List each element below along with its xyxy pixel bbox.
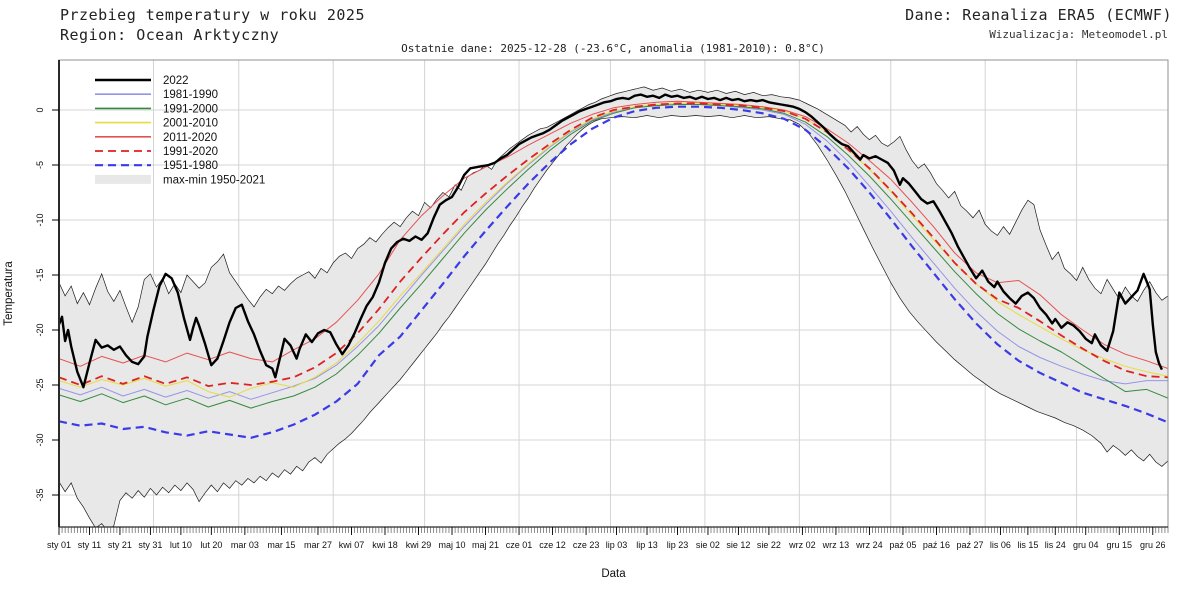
series-line-1991-2020 <box>59 102 1168 388</box>
x-tick-label: mar 27 <box>304 540 332 550</box>
x-tick-label: lut 10 <box>170 540 192 550</box>
x-tick-label: mar 03 <box>231 540 259 550</box>
x-tick-label: paź 27 <box>956 540 983 550</box>
x-tick-label: wrz 13 <box>822 540 850 550</box>
page-title: Przebieg temperatury w roku 2025 <box>60 6 365 24</box>
x-tick-label: lip 23 <box>667 540 689 550</box>
legend-label-1991-2000: 1991-2000 <box>163 103 218 115</box>
legend-label-1951-1980: 1951-1980 <box>163 160 218 172</box>
y-tick-label: -20 <box>35 323 45 336</box>
legend-label-2001-2010: 2001-2010 <box>163 118 218 130</box>
x-tick-label: gru 15 <box>1106 540 1132 550</box>
x-tick-label: sty 21 <box>108 540 132 550</box>
x-tick-label: paź 05 <box>889 540 916 550</box>
x-tick-label: sie 02 <box>696 540 720 550</box>
y-tick-label: 0 <box>35 107 45 112</box>
x-tick-label: sty 31 <box>138 540 162 550</box>
x-tick-label: kwi 07 <box>339 540 365 550</box>
x-tick-label: cze 01 <box>506 540 533 550</box>
minmax-band-bottom-edge <box>59 115 1168 527</box>
x-tick-label: wrz 24 <box>855 540 883 550</box>
x-tick-label: maj 21 <box>472 540 499 550</box>
legend-label-1991-2020: 1991-2020 <box>163 146 218 158</box>
y-tick-label: -25 <box>35 378 45 391</box>
x-tick-label: kwi 29 <box>406 540 432 550</box>
data-source-label: Dane: Reanaliza ERA5 (ECMWF) <box>905 6 1172 24</box>
region-subtitle: Region: Ocean Arktyczny <box>60 26 280 44</box>
x-axis-title: Data <box>601 568 626 580</box>
minmax-band-top-edge <box>59 86 1168 324</box>
x-tick-label: gru 26 <box>1140 540 1166 550</box>
x-tick-label: lip 03 <box>606 540 628 550</box>
legend-label-2022: 2022 <box>163 75 189 87</box>
legend-label-1981-1990: 1981-1990 <box>163 89 218 101</box>
series-line-1951-1980 <box>59 105 1168 439</box>
y-tick-label: -35 <box>35 488 45 501</box>
x-tick-label: lis 06 <box>990 540 1011 550</box>
x-tick-label: lis 15 <box>1017 540 1038 550</box>
x-tick-label: sty 01 <box>47 540 71 550</box>
series-line-2011-2020 <box>59 100 1168 369</box>
x-tick-label: sie 12 <box>726 540 750 550</box>
x-tick-label: sty 11 <box>78 540 101 550</box>
x-tick-label: wrz 02 <box>788 540 816 550</box>
series-line-1981-1990 <box>59 104 1168 400</box>
x-tick-label: cze 23 <box>573 540 600 550</box>
attribution-label: Wizualizacja: Meteomodel.pl <box>989 28 1168 41</box>
y-tick-label: -10 <box>35 213 45 226</box>
y-tick-label: -15 <box>35 268 45 281</box>
minmax-band <box>59 86 1168 527</box>
x-tick-label: mar 15 <box>267 540 295 550</box>
x-tick-label: maj 10 <box>439 540 466 550</box>
last-data-subtitle: Ostatnie dane: 2025-12-28 (-23.6°C, anom… <box>401 42 825 55</box>
x-tick-label: lut 20 <box>200 540 222 550</box>
y-tick-label: -5 <box>35 161 45 169</box>
series-line-1991-2000 <box>59 104 1168 409</box>
x-tick-label: gru 04 <box>1073 540 1099 550</box>
series-line-2022 <box>59 93 1163 389</box>
y-tick-label: -30 <box>35 433 45 446</box>
x-tick-label: lip 13 <box>636 540 658 550</box>
x-tick-label: kwi 18 <box>372 540 398 550</box>
x-tick-label: cze 12 <box>539 540 566 550</box>
legend-label-band: max-min 1950-2021 <box>163 174 265 186</box>
x-tick-label: sie 22 <box>757 540 781 550</box>
x-tick-label: lis 24 <box>1045 540 1066 550</box>
x-tick-label: paź 16 <box>923 540 950 550</box>
legend-swatch-band <box>95 174 151 184</box>
legend-label-2011-2020: 2011-2020 <box>163 132 217 144</box>
y-axis-title: Temperatura <box>3 261 15 326</box>
